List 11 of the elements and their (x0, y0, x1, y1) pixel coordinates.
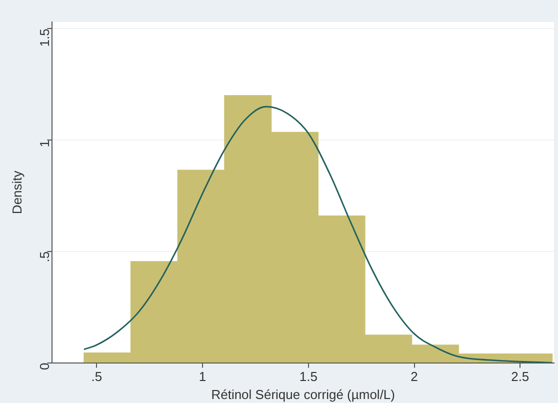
x-tick-label: .5 (91, 369, 102, 384)
x-axis-title: Rétinol Sérique corrigé (µmol/L) (211, 386, 395, 402)
x-tick-label: 2.5 (511, 369, 530, 384)
y-tick-label: 0 (36, 362, 52, 370)
x-tick-label: 2 (410, 369, 418, 384)
x-tick-label: 1.5 (299, 369, 318, 384)
y-tick-label: .5 (36, 251, 52, 262)
y-tick-label: 1.5 (36, 28, 52, 47)
y-tick-label: 1 (36, 140, 52, 148)
y-axis-title: Density (9, 170, 24, 214)
x-tick-label: 1 (198, 369, 206, 384)
